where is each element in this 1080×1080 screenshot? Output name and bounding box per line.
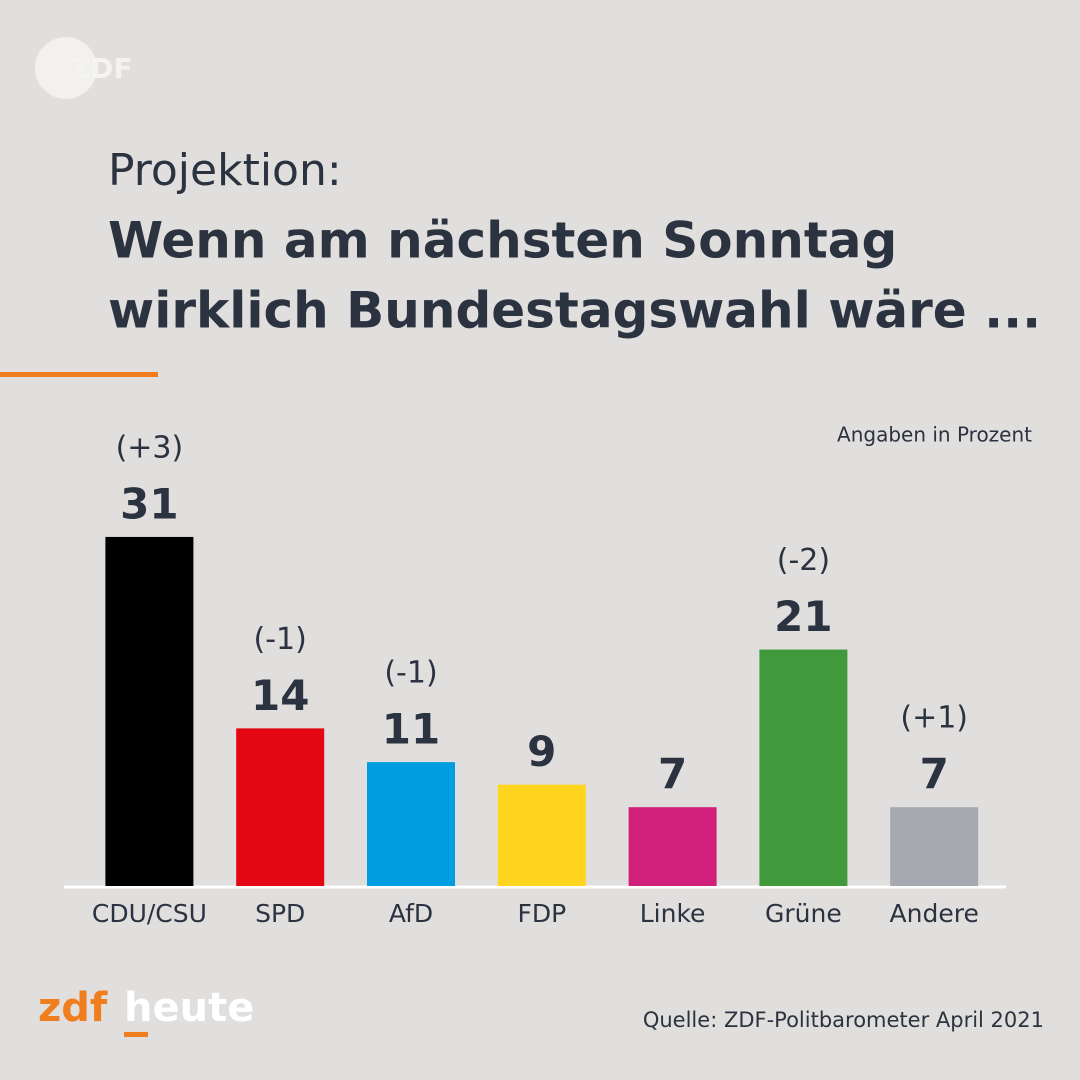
value-label: 7 [658,750,687,799]
bar [759,649,848,886]
brand-underline [124,1032,148,1037]
bar [497,784,586,886]
change-label: (+3) [116,430,184,465]
x-tick-label: Grüne [765,899,842,928]
value-label: 11 [382,705,440,754]
bar [105,536,194,886]
bar [890,807,979,886]
bar [236,728,325,886]
bar [367,762,455,886]
bar [628,807,717,886]
value-label: 31 [120,479,178,528]
value-label: 14 [251,671,309,720]
value-label: 7 [920,750,949,799]
value-label: 21 [774,592,832,641]
x-tick-label: Linke [640,899,706,928]
change-label: (-2) [777,543,830,578]
x-tick-label: FDP [517,899,566,928]
source: Quelle: ZDF-Politbarometer April 2021 [643,1008,1044,1032]
change-label: (-1) [254,622,307,657]
logo-text: ZDF [70,52,133,85]
value-label: 9 [527,727,556,776]
kicker: Projektion: [108,145,342,196]
accent-rule [0,372,158,377]
change-label: (+1) [900,701,968,736]
title-line: Wenn am nächsten Sonntag [108,212,897,270]
brand-part: heute [124,985,254,1031]
logo-circle [35,37,97,99]
x-tick-label: SPD [255,899,305,928]
unit-note: Angaben in Prozent [837,423,1032,447]
title-line: wirklich Bundestagswahl wäre ... [108,282,1041,340]
x-tick-label: CDU/CSU [92,899,207,928]
change-label: (-1) [384,656,437,691]
brand-part: zdf [38,985,108,1031]
x-tick-label: Andere [890,899,979,928]
x-tick-label: AfD [389,899,433,928]
